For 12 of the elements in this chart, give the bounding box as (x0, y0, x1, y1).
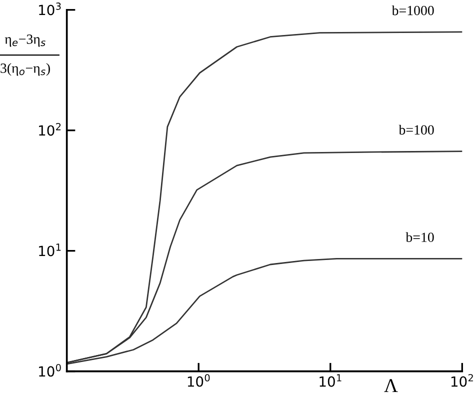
x-tick-label: 10$^{2}$ (451, 374, 473, 387)
series-label: b=100 (398, 124, 434, 135)
series-label: b=10 (406, 232, 434, 242)
y-tick-label: 10$^{1}$ (39, 244, 61, 256)
x-axis-title: Λ (384, 379, 398, 392)
x-tick-label: 10$^{1}$ (320, 374, 342, 387)
text: η$_{e}$−3η$_{s}$ 3(η$_{o}$−η$_{s}$) (0, 34, 50, 76)
series-label: b=1000 (392, 5, 434, 16)
y-tick-label: 10$^{0}$ (39, 364, 61, 377)
y-tick-label: 10$^{2}$ (39, 122, 61, 136)
y-tick-label: 10$^{3}$ (39, 2, 61, 16)
x-tick-label: 10$^{0}$ (188, 374, 210, 387)
